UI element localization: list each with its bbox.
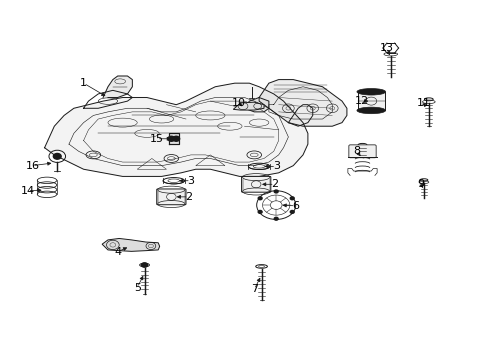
Text: 12: 12: [354, 96, 368, 106]
Polygon shape: [233, 102, 264, 110]
Ellipse shape: [356, 89, 385, 95]
Text: 14: 14: [20, 186, 35, 196]
Bar: [357, 92, 384, 111]
Polygon shape: [168, 134, 178, 144]
Circle shape: [274, 190, 278, 193]
Text: 11: 11: [416, 98, 430, 108]
Circle shape: [274, 217, 278, 220]
Ellipse shape: [356, 107, 385, 114]
Polygon shape: [244, 98, 268, 112]
Text: 16: 16: [25, 161, 40, 171]
Circle shape: [142, 263, 147, 267]
Circle shape: [290, 211, 294, 213]
Text: 13: 13: [379, 43, 393, 53]
Text: 8: 8: [352, 146, 360, 156]
Text: 3: 3: [187, 176, 194, 186]
Text: 7: 7: [250, 284, 257, 294]
Text: 15: 15: [149, 134, 163, 144]
Circle shape: [53, 153, 61, 159]
Text: 10: 10: [231, 98, 245, 108]
Polygon shape: [103, 76, 132, 98]
Polygon shape: [102, 238, 159, 251]
Text: 2: 2: [271, 179, 278, 189]
Circle shape: [290, 197, 294, 200]
Text: 4: 4: [114, 247, 121, 257]
FancyBboxPatch shape: [348, 145, 375, 158]
Circle shape: [172, 136, 179, 141]
Circle shape: [258, 211, 262, 213]
Text: 2: 2: [184, 192, 192, 202]
Text: 5: 5: [133, 283, 141, 293]
Circle shape: [258, 197, 262, 200]
FancyBboxPatch shape: [241, 176, 270, 192]
Polygon shape: [259, 80, 346, 126]
Text: 9: 9: [417, 179, 424, 189]
Circle shape: [167, 136, 174, 141]
Text: 3: 3: [272, 161, 279, 171]
FancyBboxPatch shape: [157, 189, 185, 205]
Text: 6: 6: [292, 201, 299, 211]
Polygon shape: [44, 83, 307, 176]
Text: 1: 1: [80, 78, 87, 88]
